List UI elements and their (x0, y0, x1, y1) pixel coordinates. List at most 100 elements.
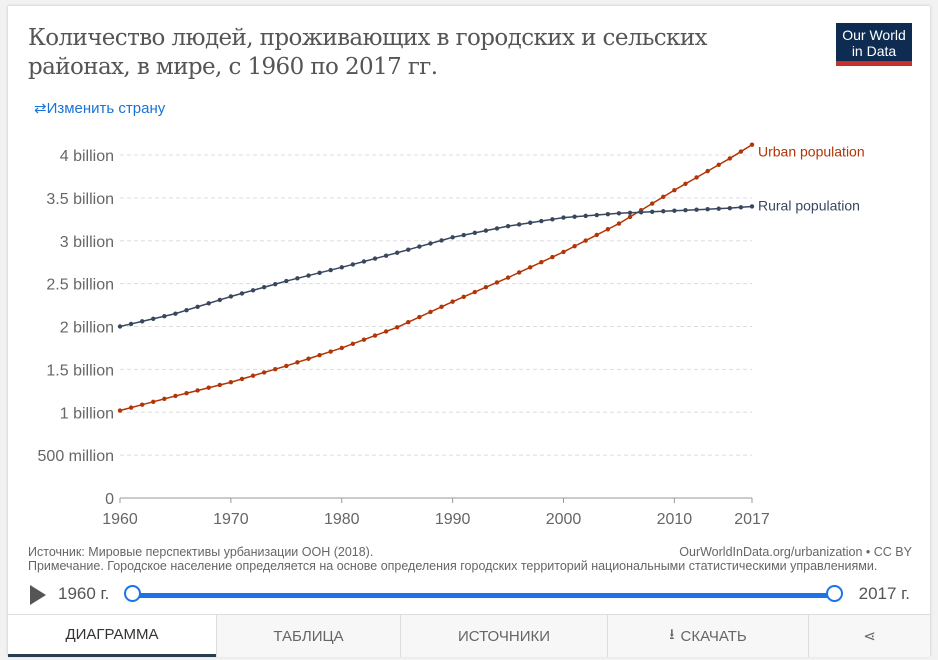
y-tick-label: 2 billion (60, 320, 114, 337)
data-point (228, 380, 234, 385)
data-point (716, 206, 721, 211)
data-point (749, 142, 755, 147)
series-label: Urban population (758, 144, 865, 160)
data-point (683, 181, 688, 187)
data-point (184, 391, 189, 396)
data-point (738, 149, 744, 154)
data-point (428, 241, 433, 246)
x-tick-label: 2000 (546, 511, 582, 528)
data-point (295, 360, 300, 365)
data-point (450, 299, 455, 304)
data-point (261, 285, 267, 290)
data-point (184, 308, 189, 313)
data-point (250, 288, 256, 293)
data-point (494, 280, 500, 285)
data-point (528, 220, 533, 225)
data-point (306, 356, 311, 361)
x-tick-label: 1990 (435, 511, 471, 528)
owid-logo[interactable]: Our World in Data (836, 23, 912, 66)
data-point (428, 309, 433, 315)
data-point (683, 208, 688, 213)
data-point (494, 226, 500, 231)
data-point (162, 314, 167, 319)
data-point (117, 408, 123, 413)
data-point (372, 256, 378, 261)
data-point (328, 267, 333, 273)
data-point (406, 247, 411, 252)
data-point (406, 320, 411, 325)
series-line-urban (119, 144, 753, 412)
data-point (749, 204, 755, 209)
data-point (572, 214, 577, 219)
data-point (173, 311, 178, 316)
data-point (217, 382, 222, 388)
data-point (650, 209, 655, 214)
data-point (217, 297, 222, 303)
data-point (361, 259, 367, 264)
y-tick-label: 4 billion (60, 148, 114, 165)
data-point (117, 324, 123, 329)
data-point (550, 217, 555, 222)
y-tick-label: 2.5 billion (46, 277, 114, 294)
data-point (206, 385, 211, 390)
data-point (273, 367, 278, 372)
data-point (339, 265, 344, 270)
data-point (539, 218, 544, 224)
data-point (705, 206, 710, 212)
data-point (583, 238, 588, 243)
data-point (561, 249, 566, 255)
data-point (317, 352, 322, 358)
x-tick-label: 1960 (102, 511, 138, 528)
data-point (206, 301, 211, 306)
data-point (461, 232, 466, 238)
data-point (350, 262, 356, 267)
source-link[interactable]: OurWorldInData.org/urbanization • CC BY (679, 545, 912, 559)
y-tick-label: 1 billion (60, 405, 114, 422)
data-point (672, 208, 677, 213)
series-label: Rural population (758, 197, 860, 213)
swap-arrows-icon: ⇄ (34, 100, 47, 117)
data-point (605, 227, 611, 232)
chart-card: Количество людей, проживающих в городски… (8, 6, 930, 656)
data-point (284, 278, 289, 284)
data-point (383, 329, 389, 334)
data-point (461, 294, 466, 300)
data-point (627, 210, 633, 215)
data-point (250, 373, 256, 378)
data-point (539, 259, 544, 265)
data-point (361, 337, 367, 342)
data-point (372, 333, 378, 338)
data-point (516, 222, 522, 227)
y-tick-label: 3 billion (60, 234, 114, 251)
data-point (151, 399, 156, 404)
data-point (550, 254, 555, 260)
data-point (483, 228, 489, 233)
data-point (483, 285, 489, 290)
data-point (151, 316, 156, 321)
line-chart: 0 500 million 1 billion 1.5 billion 2 billio… (38, 142, 865, 528)
data-point (339, 345, 344, 351)
data-point (650, 201, 655, 206)
data-point (317, 270, 322, 276)
data-point (162, 396, 167, 402)
data-point (561, 215, 566, 220)
data-point (195, 388, 200, 393)
data-point (383, 253, 389, 258)
x-tick-label: 2010 (657, 511, 693, 528)
data-point (661, 194, 666, 200)
data-point (627, 214, 633, 220)
data-point (605, 211, 611, 217)
data-point (439, 304, 444, 309)
change-country-button[interactable]: ⇄Изменить страну (34, 100, 166, 117)
data-point (139, 319, 145, 324)
data-point (328, 349, 333, 354)
data-point (661, 209, 666, 214)
data-point (716, 162, 721, 167)
data-point (738, 205, 744, 210)
data-point (505, 223, 511, 229)
data-point (450, 235, 455, 240)
data-point (239, 291, 245, 296)
data-point (472, 230, 478, 236)
y-tick-label: 0 (105, 491, 114, 508)
data-point (173, 393, 178, 399)
